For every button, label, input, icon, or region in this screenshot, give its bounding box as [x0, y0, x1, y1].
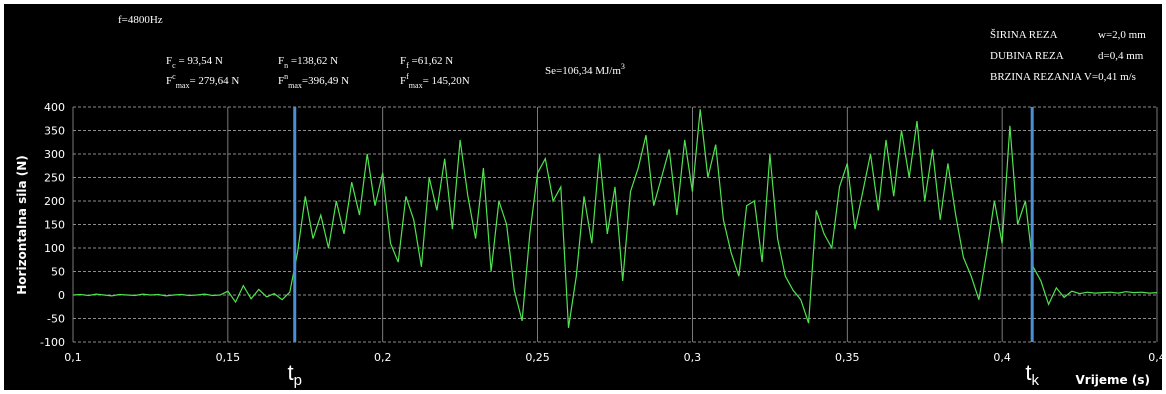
signal-line [72, 109, 1158, 328]
annotation-part: 3 [621, 62, 625, 71]
annotation-part: F [278, 55, 284, 67]
annotation-part: F [166, 75, 172, 87]
annotation: BRZINA REZANJA V=0,41 m/s [990, 71, 1136, 83]
y-axis-title: Horizontalna sila (N) [15, 155, 29, 295]
x-tick-label: 0,4 [1148, 351, 1166, 364]
marker-label: tp [288, 360, 302, 389]
annotation-part: = 93,54 N [176, 55, 223, 67]
annotation-part: F [278, 75, 284, 87]
annotation: Ff =61,62 N [400, 55, 453, 70]
y-tick-label: 150 [44, 219, 65, 232]
marker-label-text: t [288, 360, 294, 385]
y-tick-label: 0 [58, 289, 65, 302]
y-tick-label: -50 [47, 313, 65, 326]
annotation: w=2,0 mm [1098, 29, 1146, 41]
annotation-part: max [288, 81, 302, 90]
annotation-part: =61,62 N [409, 55, 453, 67]
annotation: Fnmax=396,49 N [278, 72, 349, 90]
annotation: Se=106,34 MJ/m3 [545, 62, 625, 77]
annotation-part: c [172, 72, 176, 81]
y-tick-label: 300 [44, 148, 65, 161]
annotation-part: w=2,0 mm [1098, 29, 1146, 41]
y-tick-label: 100 [44, 242, 65, 255]
annotation-part: BRZINA REZANJA V=0,41 m/s [990, 71, 1136, 83]
annotation-part: f [406, 72, 409, 81]
annotation-part: F [166, 55, 172, 67]
annotation-part: DUBINA REZA [990, 50, 1064, 62]
annotation-part: = 145,20N [423, 75, 470, 87]
marker-label-sub: k [1031, 372, 1039, 389]
x-tick-label: 0,3 [684, 351, 702, 364]
y-tick-label: 400 [44, 101, 65, 114]
annotation: d=0,4 mm [1098, 50, 1144, 62]
marker-label-text: t [1025, 360, 1031, 385]
annotation: Fn =138,62 N [278, 55, 338, 70]
annotation-part: F [400, 55, 406, 67]
annotation-part: c [172, 61, 176, 70]
annotation-part: f=4800Hz [118, 14, 163, 26]
y-tick-label: 250 [44, 172, 65, 185]
x-tick-label: 0,35 [835, 351, 860, 364]
annotation-part: f [406, 61, 409, 70]
annotation-part: d=0,4 mm [1098, 50, 1144, 62]
y-tick-label: 50 [51, 266, 65, 279]
x-tick-label: 0,25 [525, 351, 550, 364]
annotation-part: =138,62 N [288, 55, 338, 67]
annotation-part: max [409, 81, 423, 90]
annotation-part: Se=106,34 MJ/m [545, 65, 621, 77]
annotation-part: = 279,64 N [189, 75, 239, 87]
annotation: Ffmax= 145,20N [400, 72, 470, 90]
annotation-part: max [176, 81, 190, 90]
x-tick-label: 0,1 [64, 351, 82, 364]
y-tick-label: 200 [44, 195, 65, 208]
annotation-part: =396,49 N [302, 75, 349, 87]
annotation: DUBINA REZA [990, 50, 1064, 62]
annotation-part: n [284, 72, 288, 81]
x-tick-label: 0,4 [993, 351, 1011, 364]
marker-label-sub: p [294, 372, 302, 389]
annotation-part: n [284, 61, 288, 70]
annotation: Fc = 93,54 N [166, 55, 223, 70]
annotation-part: ŠIRINA REZA [990, 29, 1058, 41]
annotation: f=4800Hz [118, 14, 163, 26]
x-tick-label: 0,15 [216, 351, 241, 364]
annotation: ŠIRINA REZA [990, 29, 1058, 41]
y-tick-label: -100 [40, 336, 65, 349]
annotation: Fcmax= 279,64 N [166, 72, 239, 90]
annotation-part: F [400, 75, 406, 87]
x-axis-title: Vrijeme (s) [1075, 373, 1150, 387]
background [4, 4, 1162, 390]
marker-label: tk [1025, 360, 1039, 389]
x-tick-label: 0,2 [374, 351, 392, 364]
y-tick-label: 350 [44, 125, 65, 138]
